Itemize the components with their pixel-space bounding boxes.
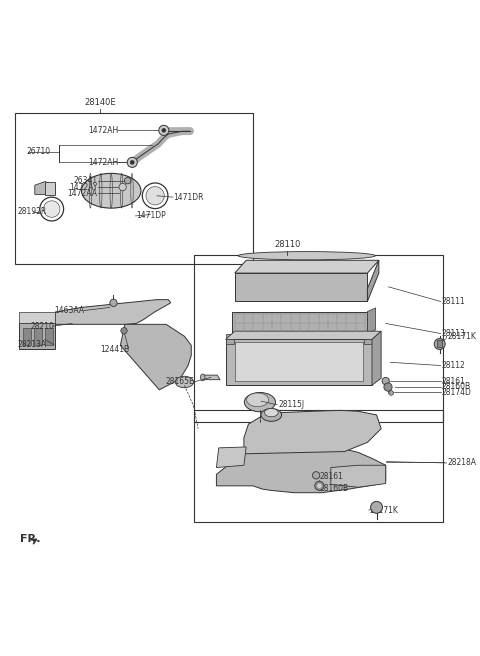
- Text: 12441B: 12441B: [100, 346, 129, 354]
- Polygon shape: [45, 182, 55, 195]
- Circle shape: [315, 482, 324, 491]
- Ellipse shape: [244, 392, 276, 412]
- Circle shape: [121, 327, 127, 334]
- Polygon shape: [216, 447, 246, 468]
- Polygon shape: [372, 331, 381, 385]
- Circle shape: [382, 377, 389, 384]
- Text: 28111: 28111: [442, 297, 465, 306]
- Polygon shape: [24, 328, 31, 346]
- Circle shape: [312, 472, 320, 479]
- Text: FR.: FR.: [20, 535, 40, 544]
- Circle shape: [317, 483, 322, 488]
- Text: 28115J: 28115J: [278, 400, 304, 409]
- Circle shape: [384, 383, 392, 391]
- Circle shape: [124, 178, 131, 184]
- Ellipse shape: [261, 409, 282, 421]
- Text: 1472AH: 1472AH: [88, 158, 118, 167]
- Circle shape: [44, 201, 60, 217]
- Text: 28113: 28113: [442, 329, 466, 338]
- Circle shape: [146, 186, 164, 205]
- Circle shape: [162, 128, 166, 133]
- Text: 28140E: 28140E: [84, 98, 116, 108]
- Polygon shape: [203, 375, 220, 380]
- Text: 1463AA: 1463AA: [55, 306, 84, 315]
- Ellipse shape: [175, 377, 193, 388]
- Text: 1471DP: 1471DP: [136, 211, 166, 220]
- Polygon shape: [235, 273, 367, 302]
- Polygon shape: [226, 334, 234, 344]
- Text: 28161: 28161: [442, 377, 466, 386]
- Text: 28218A: 28218A: [447, 459, 477, 468]
- Text: 28192R: 28192R: [17, 207, 47, 216]
- Text: 28171K: 28171K: [370, 506, 398, 514]
- Circle shape: [119, 184, 126, 191]
- Text: 1472AY: 1472AY: [69, 182, 97, 192]
- Circle shape: [110, 299, 117, 306]
- Circle shape: [127, 157, 137, 167]
- Circle shape: [434, 338, 445, 350]
- Text: 28161: 28161: [319, 472, 343, 482]
- Polygon shape: [235, 342, 363, 380]
- Polygon shape: [19, 323, 55, 348]
- Text: 28112: 28112: [442, 361, 465, 370]
- Polygon shape: [45, 328, 53, 346]
- Circle shape: [371, 501, 383, 513]
- Polygon shape: [55, 300, 171, 324]
- Bar: [193, 255, 443, 422]
- Text: 28171K: 28171K: [447, 332, 476, 340]
- Bar: [193, 411, 443, 522]
- Polygon shape: [120, 324, 191, 390]
- Polygon shape: [235, 260, 379, 273]
- Polygon shape: [35, 328, 42, 346]
- Text: 28165E: 28165E: [166, 377, 194, 386]
- Text: 1471DR: 1471DR: [173, 193, 204, 201]
- Bar: [15, 113, 253, 264]
- Polygon shape: [35, 182, 55, 194]
- Polygon shape: [226, 331, 381, 339]
- Text: 26341: 26341: [73, 176, 97, 185]
- Text: 28110: 28110: [274, 240, 300, 249]
- Text: 26710: 26710: [26, 148, 51, 156]
- Text: 1472AH: 1472AH: [88, 126, 118, 135]
- Text: 28213A: 28213A: [17, 340, 47, 350]
- Ellipse shape: [264, 409, 278, 417]
- Bar: [373, 504, 380, 511]
- Text: 28210: 28210: [30, 321, 54, 331]
- Text: 28160B: 28160B: [319, 483, 348, 493]
- Polygon shape: [367, 260, 379, 302]
- Polygon shape: [367, 308, 376, 333]
- Polygon shape: [232, 312, 367, 333]
- Ellipse shape: [201, 374, 205, 381]
- Text: 1472AA: 1472AA: [68, 189, 97, 198]
- Circle shape: [159, 125, 169, 135]
- Polygon shape: [331, 465, 386, 487]
- Ellipse shape: [82, 173, 141, 208]
- Text: 28160B: 28160B: [442, 382, 471, 391]
- Ellipse shape: [238, 252, 375, 260]
- Circle shape: [389, 391, 394, 396]
- Text: 28174D: 28174D: [442, 388, 471, 397]
- Polygon shape: [19, 312, 55, 323]
- Polygon shape: [226, 339, 372, 385]
- Bar: [437, 340, 443, 347]
- Ellipse shape: [247, 393, 269, 407]
- Polygon shape: [216, 443, 386, 493]
- Polygon shape: [364, 334, 372, 344]
- Polygon shape: [244, 411, 381, 454]
- Circle shape: [130, 160, 134, 165]
